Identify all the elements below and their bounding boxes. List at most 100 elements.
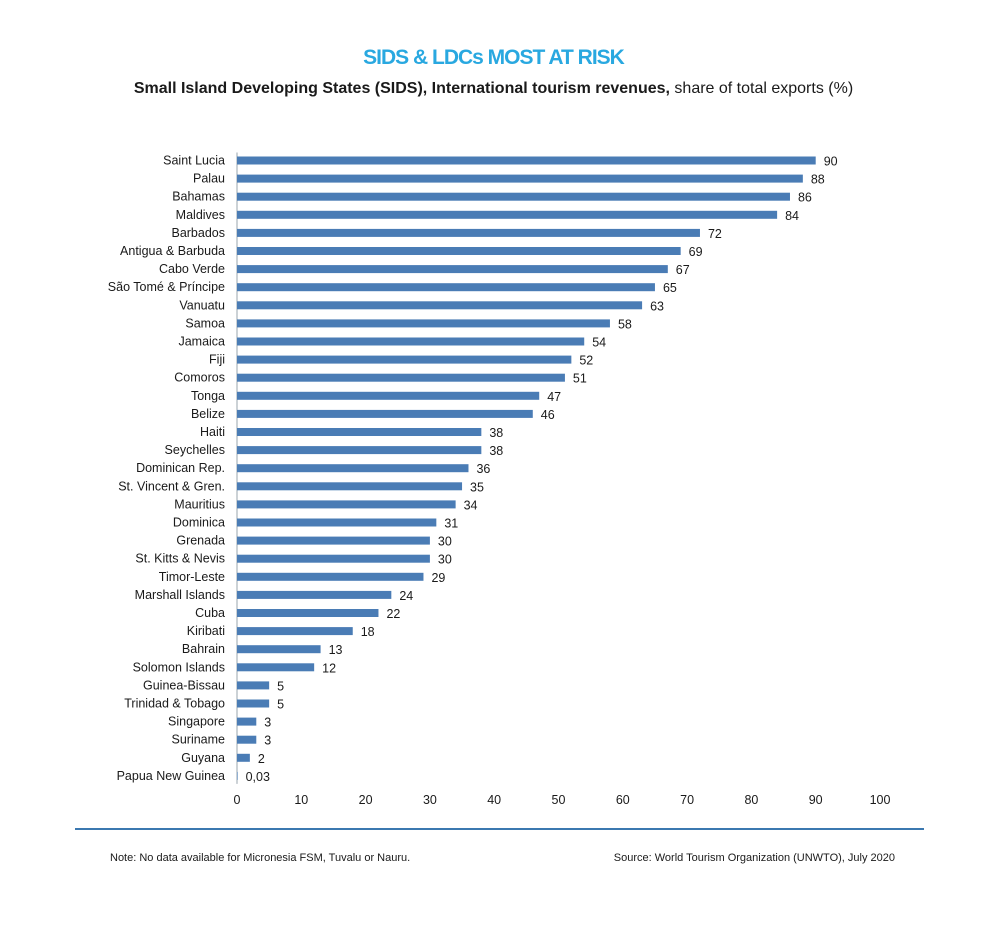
value-label: 47 <box>547 390 561 404</box>
category-label: Trinidad & Tobago <box>124 697 225 711</box>
bar <box>237 409 533 418</box>
value-label: 63 <box>650 299 664 313</box>
bar <box>237 735 257 744</box>
value-label: 38 <box>489 426 503 440</box>
value-label: 18 <box>361 625 375 639</box>
category-label: Timor-Leste <box>159 570 225 584</box>
category-label: Vanuatu <box>179 298 225 312</box>
bar <box>237 464 469 473</box>
bar <box>237 771 238 780</box>
x-tick-label: 0 <box>234 793 241 807</box>
bar-chart: Saint Lucia 90 Palau 88 Bahamas 86 Maldives 84 B… <box>108 152 891 807</box>
category-label: Haiti <box>200 425 225 439</box>
category-label: Papua New Guinea <box>117 769 225 783</box>
bar <box>237 518 437 527</box>
bar <box>237 210 778 219</box>
value-label: 5 <box>277 698 284 712</box>
value-label: 52 <box>579 354 593 368</box>
category-label: Barbados <box>171 226 225 240</box>
value-label: 31 <box>444 517 458 531</box>
bar <box>237 500 456 509</box>
value-label: 24 <box>399 589 413 603</box>
footer-divider <box>75 828 924 830</box>
category-label: Bahrain <box>182 642 225 656</box>
bar <box>237 753 250 762</box>
bar <box>237 482 463 491</box>
bar <box>237 645 321 654</box>
bar <box>237 319 610 328</box>
x-tick-label: 20 <box>359 793 373 807</box>
value-label: 30 <box>438 535 452 549</box>
value-label: 36 <box>476 462 490 476</box>
category-label: Guyana <box>181 751 225 765</box>
category-label: Jamaica <box>178 335 225 349</box>
value-label: 3 <box>264 716 271 730</box>
value-label: 29 <box>431 571 445 585</box>
value-label: 51 <box>573 372 587 386</box>
chart-headline: SIDS & LDCs MOST AT RISK <box>363 46 625 69</box>
category-label: Singapore <box>168 715 225 729</box>
category-label: Suriname <box>172 733 226 747</box>
category-label: Palau <box>193 172 225 186</box>
category-label: Cabo Verde <box>159 262 225 276</box>
value-label: 54 <box>592 336 606 350</box>
category-label: St. Kitts & Nevis <box>135 552 225 566</box>
bar <box>237 717 257 726</box>
x-tick-label: 10 <box>294 793 308 807</box>
category-label: Belize <box>191 407 225 421</box>
value-label: 58 <box>618 317 632 331</box>
bar <box>237 699 270 708</box>
category-label: Grenada <box>176 534 225 548</box>
category-label: Samoa <box>185 316 225 330</box>
chart-subtitle: Small Island Developing States (SIDS), I… <box>0 80 987 98</box>
bar <box>237 681 270 690</box>
subtitle-rest: share of total exports (%) <box>669 80 854 97</box>
value-label: 86 <box>798 191 812 205</box>
bar <box>237 536 430 545</box>
value-label: 69 <box>689 245 703 259</box>
bar <box>237 174 803 183</box>
category-label: Dominican Rep. <box>136 461 225 475</box>
value-label: 84 <box>785 209 799 223</box>
x-tick-label: 90 <box>809 793 823 807</box>
bar <box>237 627 353 636</box>
value-label: 0,03 <box>246 770 270 784</box>
bar <box>237 428 482 436</box>
category-label: Cuba <box>195 606 225 620</box>
bar <box>237 609 379 617</box>
value-label: 38 <box>489 444 503 458</box>
x-tick-label: 60 <box>616 793 630 807</box>
bar <box>237 391 540 400</box>
value-label: 3 <box>264 734 271 748</box>
subtitle-bold: Small Island Developing States (SIDS), I… <box>133 80 670 97</box>
bar <box>237 355 572 364</box>
bar <box>237 247 681 255</box>
category-label: Mauritius <box>174 497 225 511</box>
x-tick-label: 50 <box>552 793 566 807</box>
x-tick-label: 100 <box>870 793 891 807</box>
bar <box>237 446 482 455</box>
value-label: 13 <box>329 643 343 657</box>
value-label: 34 <box>464 498 478 512</box>
bar <box>237 337 585 346</box>
bar <box>237 192 790 201</box>
value-label: 22 <box>386 607 400 621</box>
category-label: Solomon Islands <box>133 660 225 674</box>
value-label: 90 <box>824 155 838 169</box>
bar <box>237 265 668 274</box>
footer-note: Note: No data available for Micronesia F… <box>110 852 411 864</box>
bar <box>237 590 392 599</box>
category-label: Fiji <box>209 353 225 367</box>
category-label: Saint Lucia <box>163 154 225 168</box>
category-label: Comoros <box>174 371 225 385</box>
value-label: 12 <box>322 661 336 675</box>
bar <box>237 228 700 237</box>
category-label: Antigua & Barbuda <box>120 244 225 258</box>
x-tick-label: 80 <box>744 793 758 807</box>
category-label: St. Vincent & Gren. <box>118 479 225 493</box>
bar <box>237 156 816 165</box>
bar <box>237 554 430 563</box>
category-label: Kiribati <box>187 624 225 638</box>
value-label: 72 <box>708 227 722 241</box>
bar <box>237 373 565 382</box>
